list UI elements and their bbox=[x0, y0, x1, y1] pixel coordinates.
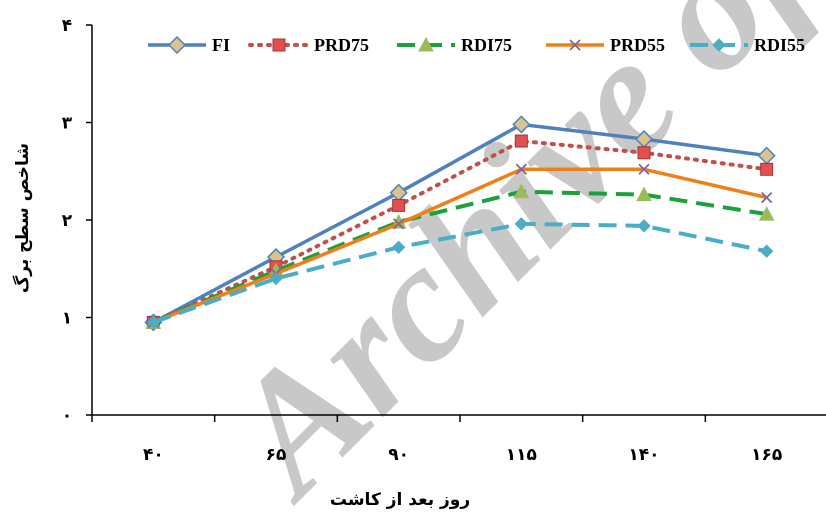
legend-marker-prd75 bbox=[272, 38, 286, 52]
series-group bbox=[144, 115, 776, 332]
data-point-rdi55 bbox=[514, 217, 529, 231]
y-tick-label: ۴ bbox=[62, 16, 72, 36]
x-tick-label: ۴۰ bbox=[143, 445, 164, 465]
data-point-prd55 bbox=[761, 191, 773, 204]
data-point-rdi55 bbox=[391, 240, 406, 255]
x-tick-label: ۹۰ bbox=[388, 445, 409, 465]
data-point-prd55 bbox=[393, 218, 405, 230]
y-tick-label: ۲ bbox=[62, 211, 73, 231]
legend-label-rdi75: RDI75 bbox=[461, 35, 512, 55]
data-point-rdi75 bbox=[758, 206, 775, 221]
axes: ۰ ۱ ۲ ۳ ۴ ۴۰ ۶۵ ۹۰ ۱۱۵ ۱۴۰ ۱۶۵ bbox=[62, 16, 826, 465]
data-point-rdi75 bbox=[513, 183, 530, 199]
y-tick-label: ۳ bbox=[62, 114, 73, 134]
data-point-fi bbox=[512, 115, 531, 134]
data-point-prd75 bbox=[392, 198, 406, 212]
series-line-prd55 bbox=[152, 167, 768, 325]
legend-marker-prd55 bbox=[569, 39, 581, 51]
data-point-prd55 bbox=[638, 163, 650, 175]
x-tick-label: ۱۶۵ bbox=[751, 445, 782, 465]
x-tick-label: ۶۵ bbox=[266, 445, 287, 465]
series-line-prd75 bbox=[151, 139, 769, 325]
data-point-rdi55 bbox=[269, 271, 283, 286]
data-point-rdi55 bbox=[637, 219, 651, 233]
y-axis-title: شاخص سطح برگ bbox=[13, 143, 33, 293]
legend-label-prd75: PRD75 bbox=[314, 35, 369, 55]
x-tick-label: ۱۴۰ bbox=[628, 445, 659, 465]
legend: FI PRD75 RDI75 PRD55 RDI55 bbox=[148, 35, 805, 55]
x-axis-title: روز بعد از کاشت bbox=[330, 490, 470, 510]
y-tick-label: ۱ bbox=[62, 309, 72, 329]
legend-label-prd55: PRD55 bbox=[610, 35, 665, 55]
legend-label-rdi55: RDI55 bbox=[754, 35, 805, 55]
data-point-fi bbox=[757, 146, 776, 165]
legend-label-fi: FI bbox=[212, 35, 230, 55]
series-line-rdi75 bbox=[152, 189, 767, 325]
series-line-rdi55 bbox=[152, 221, 768, 325]
series-line-fi bbox=[152, 122, 767, 324]
data-point-rdi55 bbox=[146, 315, 161, 330]
legend-marker-rdi75 bbox=[418, 36, 434, 52]
legend-marker-rdi55 bbox=[712, 38, 726, 52]
data-point-rdi55 bbox=[759, 244, 774, 258]
data-point-prd75 bbox=[760, 162, 774, 176]
data-point-rdi75 bbox=[636, 186, 652, 202]
data-point-prd75 bbox=[514, 134, 528, 148]
data-point-prd55 bbox=[515, 163, 527, 175]
data-point-prd75 bbox=[637, 146, 651, 160]
y-tick-label: ۰ bbox=[62, 406, 72, 426]
x-tick-label: ۱۱۵ bbox=[506, 445, 537, 465]
legend-marker-fi bbox=[167, 35, 187, 55]
